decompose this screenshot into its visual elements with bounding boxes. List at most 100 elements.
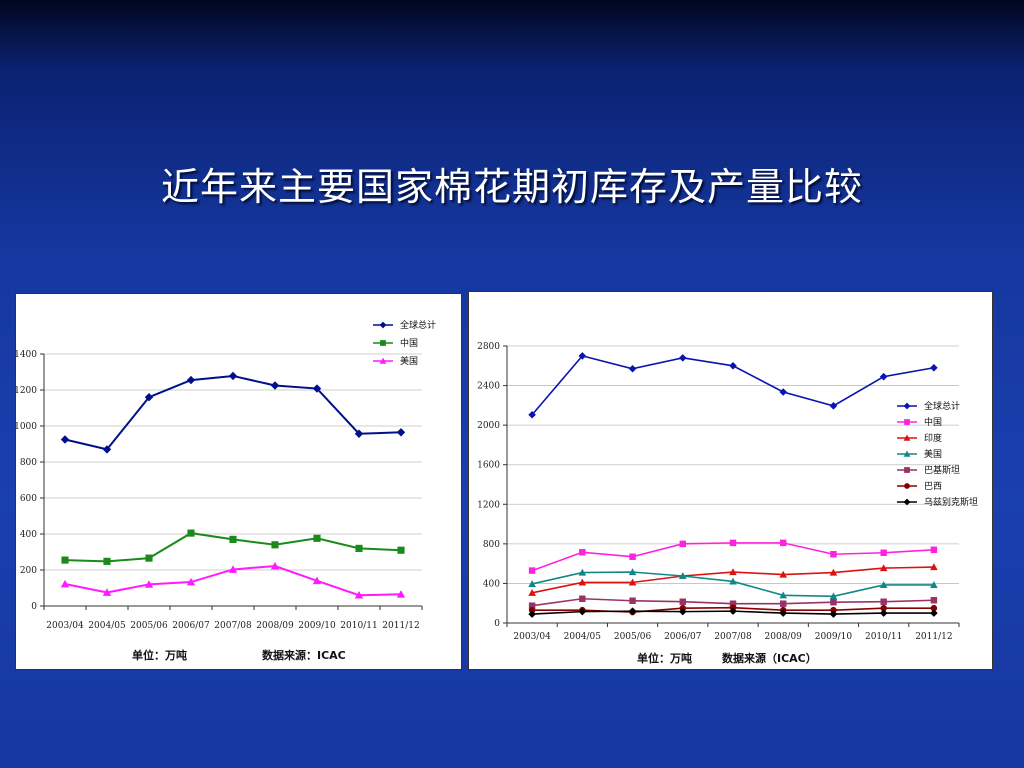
right-chart-xtick-label: 2008/09 <box>765 632 803 642</box>
left-chart-xtick-label: 2007/08 <box>214 621 252 631</box>
left-chart-series-1 <box>61 529 405 565</box>
right-chart-legend-label: 中国 <box>924 416 942 428</box>
right-chart-legend-swatch-marker <box>903 450 911 457</box>
right-chart-series-6-point <box>930 609 938 617</box>
left-chart-series-0-point <box>228 371 238 381</box>
left-chart-series-1-point <box>61 556 69 564</box>
left-chart-series-0-point <box>60 435 70 444</box>
left-chart-series-1-point <box>187 529 195 537</box>
right-chart-series-4-point <box>880 598 887 605</box>
left-chart-series-1-point <box>397 546 405 554</box>
right-chart-xtick-label: 2006/07 <box>664 632 702 642</box>
right-chart-legend-swatch-marker <box>903 434 911 441</box>
right-chart-series-3-point <box>729 577 737 585</box>
right-chart-series-5-point <box>930 604 938 612</box>
slide-title: 近年来主要国家棉花期初库存及产量比较 <box>160 165 863 209</box>
right-chart-series-2-point <box>829 568 838 576</box>
right-chart-series-0-point <box>729 361 737 370</box>
right-chart-series-1 <box>528 539 938 574</box>
right-chart-xtick-label: 2004/05 <box>564 632 602 642</box>
right-chart-series-1-point <box>579 549 586 556</box>
right-chart-series-3-point <box>578 568 587 576</box>
left-chart-xtick-label: 2003/04 <box>46 621 84 631</box>
right-chart-ytick-label: 0 <box>494 619 500 629</box>
right-chart: 0 400 800 1200 1600 2000 2400 2800 2003/04 2004/0… <box>477 342 978 665</box>
right-chart-series-0-point <box>779 388 788 396</box>
right-chart-xtick-label: 2005/06 <box>614 632 652 642</box>
right-chart-legend-label: 印度 <box>924 432 942 444</box>
right-chart-series-6-point <box>678 607 687 616</box>
left-chart-footer-source: 数据来源：ICAC <box>262 648 346 662</box>
right-chart-series-2-point <box>879 564 888 572</box>
right-chart-legend-label: 巴西 <box>924 481 942 492</box>
left-chart-ytick-label: 1400 <box>16 350 37 360</box>
right-chart-series-3-point <box>879 581 888 588</box>
right-chart-series-4 <box>528 595 938 609</box>
left-chart-series-0-point <box>102 445 112 454</box>
left-chart-xtick-label: 2009/10 <box>298 621 336 631</box>
right-chart-footer-unit: 单位：万吨 <box>637 651 692 665</box>
left-chart-ytick-label: 800 <box>20 458 37 468</box>
right-chart-legend-label: 巴基斯坦 <box>924 464 960 476</box>
left-chart-series-2-point <box>396 590 406 598</box>
right-chart-series-2-point <box>729 568 737 576</box>
right-chart-xtick-label: 2011/12 <box>915 632 952 642</box>
left-chart-series-2-point <box>312 576 322 585</box>
left-chart-series-2-point <box>144 580 154 588</box>
right-chart-panel: 0 400 800 1200 1600 2000 2400 2800 2003/04 2004/0… <box>468 291 993 670</box>
right-chart-legend-label: 美国 <box>924 448 942 460</box>
right-chart-series-4-point <box>779 600 787 607</box>
right-chart-ytick-label: 2000 <box>477 421 500 431</box>
left-chart-series-0-point <box>312 384 322 393</box>
left-chart-series-1-point <box>313 534 321 542</box>
right-chart-xtick-label: 2007/08 <box>714 632 752 642</box>
right-chart-series-4-point <box>930 597 938 604</box>
right-chart-xtick-label: 2003/04 <box>513 632 551 642</box>
left-chart-series-1-point <box>271 541 279 549</box>
right-chart-series-6-point <box>628 607 637 615</box>
right-chart-series-0-point <box>930 363 938 372</box>
left-chart-series-0-line <box>64 374 402 451</box>
right-chart-legend-label: 乌兹别克斯坦 <box>924 496 978 508</box>
right-chart-series-0 <box>528 352 938 419</box>
right-chart-ytick-label: 1200 <box>477 500 500 510</box>
right-chart-series-3-point <box>779 591 788 599</box>
right-chart-series-5-point <box>528 606 536 614</box>
right-chart-xtick-label: 2009/10 <box>815 632 853 642</box>
right-chart-series-6-point <box>578 607 587 616</box>
left-chart-series-1-point <box>145 554 153 562</box>
right-chart-series-1-point <box>629 553 636 560</box>
right-chart-ytick-label: 800 <box>483 540 500 550</box>
right-chart-legend-swatch-marker <box>904 467 910 473</box>
left-chart-legend-swatch-marker <box>380 340 386 346</box>
left-chart-panel: 0 200 400 600 800 1000 1200 1400 2003/04 2004/05 2… <box>15 293 462 670</box>
right-chart-legend-swatch-marker <box>903 402 911 410</box>
right-chart-series-2-point <box>930 563 938 571</box>
left-chart-ytick-label: 400 <box>20 530 37 540</box>
right-chart-legend-swatch-marker <box>903 498 911 506</box>
right-chart-series-3-point <box>628 568 637 576</box>
left-chart-xtick-label: 2006/07 <box>172 621 210 631</box>
left-chart-series-0-point <box>186 375 196 385</box>
right-chart-series-3-point <box>930 581 938 588</box>
left-chart-series-2-point <box>354 591 364 599</box>
right-chart-series-5-point <box>880 604 887 612</box>
right-chart-series-0-point <box>829 402 838 410</box>
left-chart-series-0-point <box>354 429 364 438</box>
right-chart-series-1-line <box>531 542 934 572</box>
right-chart-legend-swatch-marker <box>904 419 910 425</box>
left-chart-ytick-label: 1200 <box>16 386 37 396</box>
right-chart-series-0-point <box>578 352 587 360</box>
left-chart-series-0-point <box>144 393 154 402</box>
right-chart-series-4-point <box>679 598 687 605</box>
right-chart-series-4-point <box>830 598 837 606</box>
left-chart-series-1-point <box>355 544 363 552</box>
right-chart-series-2-point <box>628 578 637 586</box>
left-chart-series-0-point <box>270 381 280 390</box>
left-chart-xtick-label: 2008/09 <box>256 621 294 631</box>
right-chart-series-4-point <box>629 597 636 604</box>
right-chart-series-3-point <box>528 580 536 587</box>
left-chart-ytick-label: 200 <box>20 566 37 576</box>
right-chart-series-1-point <box>528 567 536 574</box>
left-chart-xtick-label: 2010/11 <box>340 621 377 631</box>
